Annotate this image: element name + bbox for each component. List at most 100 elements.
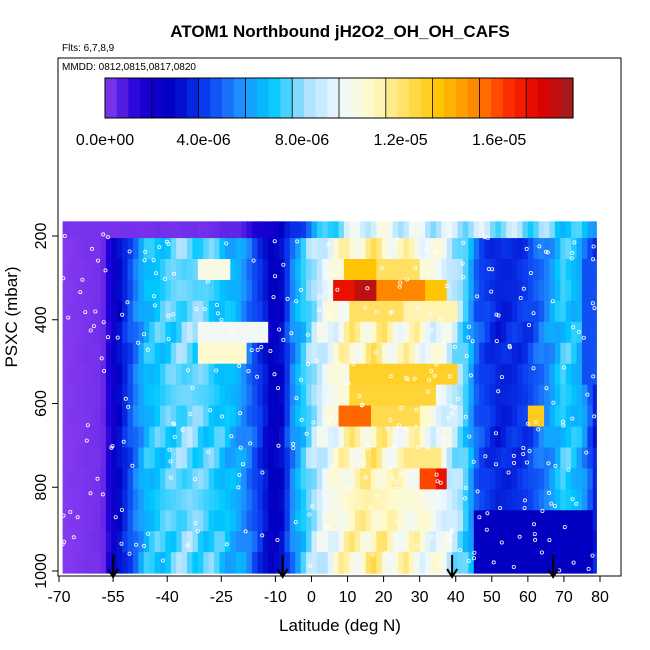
heatmap-cell (538, 426, 545, 448)
heatmap-cell (187, 384, 193, 407)
sample-point (347, 485, 352, 490)
sample-point (368, 505, 373, 510)
heatmap-cell (170, 405, 177, 428)
heatmap-cell (154, 426, 161, 448)
heatmap-cell (279, 489, 285, 511)
heatmap-cell (187, 447, 193, 469)
heatmap-cell (262, 531, 269, 553)
heatmap-cell (403, 321, 410, 344)
heatmap-cell (376, 405, 383, 428)
sample-point (425, 389, 430, 394)
heatmap-cell (132, 259, 139, 281)
heatmap-cell (187, 342, 193, 365)
heatmap-cell (414, 384, 421, 407)
heatmap-cell (176, 552, 183, 574)
sample-point (78, 290, 83, 295)
heatmap-cell (495, 426, 502, 448)
heatmap-cell (360, 384, 367, 407)
heatmap-cell (170, 510, 177, 532)
heatmap-cell (484, 510, 491, 532)
sample-point (539, 550, 544, 555)
heatmap-cell (251, 510, 258, 532)
heatmap-cell (84, 489, 91, 511)
heatmap-cell (495, 531, 502, 553)
heatmap-cell (251, 363, 258, 386)
heatmap-cell (403, 279, 410, 302)
x-axis-label: Latitude (deg N) (279, 616, 401, 635)
heatmap-cell (592, 510, 597, 532)
colorbar-tick-label: 4.0e-06 (176, 132, 230, 149)
heatmap-cell (176, 259, 183, 281)
sample-point (373, 350, 378, 355)
heatmap-cell (403, 552, 410, 574)
heatmap-cell (565, 279, 572, 302)
heatmap-cell (533, 552, 540, 574)
colorbar-segment (163, 78, 176, 118)
heatmap-cell (224, 321, 231, 344)
heatmap-cell (154, 221, 161, 239)
heatmap-cell (387, 238, 394, 260)
heatmap-cell (538, 300, 545, 323)
heatmap-cell (538, 489, 545, 511)
heatmap-cell (576, 321, 583, 344)
sample-point (206, 334, 211, 339)
heatmap-cell (192, 531, 199, 553)
heatmap-cell (111, 447, 118, 469)
sample-point (570, 416, 575, 421)
sample-point (461, 275, 466, 280)
heatmap-cell (349, 510, 356, 532)
heatmap-cell (484, 221, 491, 239)
heatmap-cell (490, 300, 496, 323)
heatmap-cell (105, 510, 112, 532)
sample-point (506, 470, 511, 475)
sample-point (275, 386, 280, 391)
heatmap-cell (587, 510, 594, 532)
heatmap-cell (365, 321, 372, 344)
sample-point (294, 299, 299, 304)
heatmap-cell (257, 552, 264, 574)
heatmap-cell (257, 489, 264, 511)
sample-point (562, 365, 567, 370)
heatmap-cell (495, 221, 502, 239)
sample-point (249, 348, 254, 353)
heatmap-cell (279, 426, 285, 448)
heatmap-cell (349, 384, 356, 407)
heatmap-cell (576, 468, 583, 490)
colorbar-segment (456, 78, 469, 118)
heatmap-cells (62, 221, 597, 574)
heatmap-cell (333, 552, 340, 574)
heatmap-cell (360, 321, 367, 344)
heatmap-cell (214, 468, 220, 490)
heatmap-cell (176, 510, 183, 532)
heatmap-cell (414, 342, 421, 365)
heatmap-cell (279, 342, 285, 365)
heatmap-cell (224, 363, 231, 386)
heatmap-cell (365, 279, 372, 302)
sample-point (85, 423, 90, 428)
heatmap-cell (295, 552, 302, 574)
heatmap-cell (425, 259, 431, 281)
flight-marker-arrow (276, 555, 289, 579)
heatmap-cell (197, 552, 204, 574)
heatmap-cell (68, 259, 74, 281)
heatmap-cell (105, 531, 112, 553)
heatmap-cell (554, 221, 561, 239)
x-tick-label: 30 (411, 589, 429, 606)
heatmap-cell (251, 321, 258, 344)
heatmap-cell (197, 531, 204, 553)
heatmap-cell (311, 259, 318, 281)
heatmap-cell (419, 279, 426, 302)
heatmap-cell (522, 279, 529, 302)
heatmap-cell (262, 363, 269, 386)
heatmap-cell (457, 531, 464, 553)
colorbar-segment (549, 78, 562, 118)
heatmap-cell (246, 447, 253, 469)
heatmap-cell (468, 468, 475, 490)
heatmap-cell (306, 531, 312, 553)
heatmap-cell (268, 384, 275, 407)
heatmap-cell (122, 279, 129, 302)
heatmap-cell (327, 510, 334, 532)
heatmap-cell (446, 426, 453, 448)
heatmap-cell (506, 405, 513, 428)
heatmap-cell (527, 552, 534, 574)
